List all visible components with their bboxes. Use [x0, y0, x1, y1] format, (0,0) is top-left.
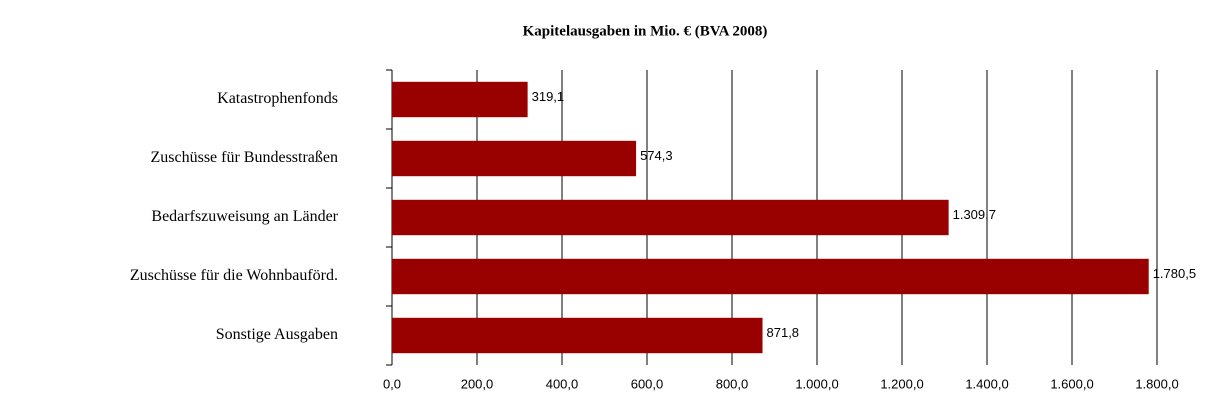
- value-label: 1.309,7: [953, 207, 996, 222]
- value-label: 1.780,5: [1153, 266, 1196, 281]
- x-tick-label: 400,0: [546, 376, 579, 391]
- value-label: 871,8: [767, 325, 800, 340]
- y-tick-label: Sonstige Ausgaben: [216, 326, 338, 343]
- x-tick-label: 0,0: [383, 376, 401, 391]
- bar: [392, 258, 1149, 295]
- x-tick-label: 1.600,0: [1050, 376, 1093, 391]
- bar: [392, 140, 637, 177]
- x-tick-label: 1.200,0: [880, 376, 923, 391]
- chart-title: Kapitelausgaben in Mio. € (BVA 2008): [523, 23, 768, 39]
- y-tick-label: Bedarfszuweisung an Länder: [151, 208, 338, 225]
- value-label: 574,3: [640, 148, 673, 163]
- x-tick-label: 1.400,0: [965, 376, 1008, 391]
- x-tick-label: 200,0: [461, 376, 494, 391]
- x-tick-label: 800,0: [716, 376, 749, 391]
- x-tick-label: 1.000,0: [795, 376, 838, 391]
- bar: [392, 317, 763, 354]
- x-tick-label: 600,0: [631, 376, 664, 391]
- value-label: 319,1: [532, 89, 565, 104]
- bar: [392, 199, 949, 236]
- y-tick-label: Zuschüsse für Bundesstraßen: [150, 149, 338, 166]
- y-tick-label: Zuschüsse für die Wohnbauförd.: [130, 267, 338, 284]
- x-tick-label: 1.800,0: [1135, 376, 1178, 391]
- y-tick-label: Katastrophenfonds: [217, 90, 338, 107]
- bar: [392, 81, 528, 118]
